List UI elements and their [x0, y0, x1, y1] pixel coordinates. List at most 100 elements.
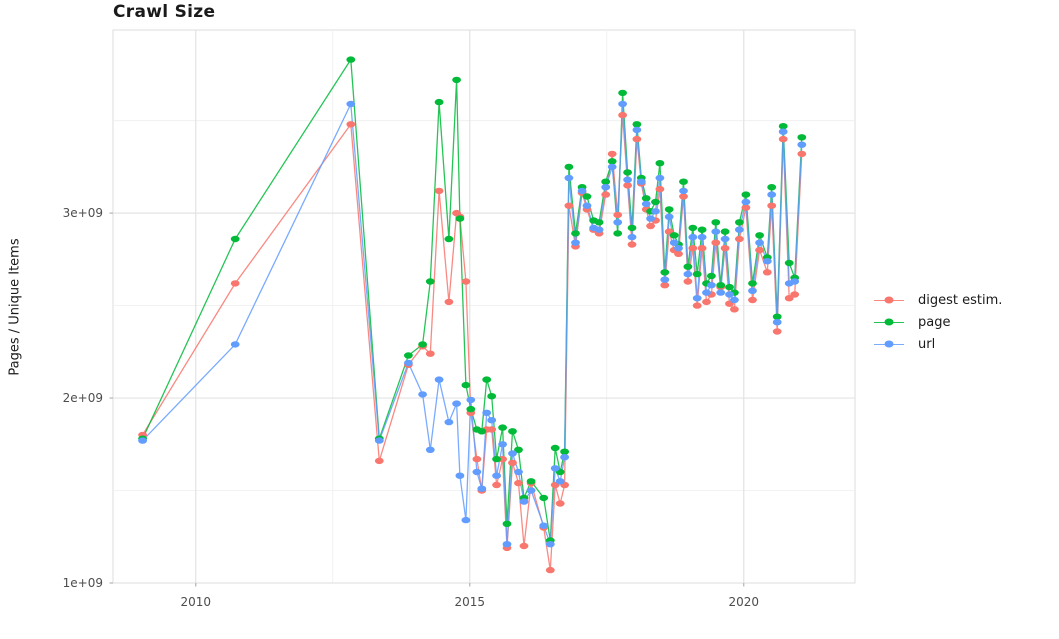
series-point-digest-estim-: [790, 291, 800, 298]
series-point-url: [730, 296, 739, 304]
series-point-digest-estim-: [472, 455, 482, 463]
series-point-url: [455, 472, 465, 479]
series-point-url: [545, 541, 555, 548]
series-point-url: [526, 487, 536, 494]
series-point-url: [452, 400, 461, 407]
series-point-url: [660, 276, 670, 283]
series-point-url: [564, 174, 574, 182]
series-point-page: [607, 158, 617, 165]
series-point-digest-estim-: [230, 280, 240, 287]
series-point-digest-estim-: [555, 500, 565, 507]
series-point-url: [514, 468, 523, 476]
legend-item-label: digest estim.: [918, 292, 1003, 308]
series-point-digest-estim-: [772, 328, 782, 335]
series-point-page: [526, 478, 536, 485]
series-point-url: [472, 468, 482, 476]
series-point-digest-estim-: [623, 182, 632, 189]
series-point-digest-estim-: [461, 278, 471, 285]
legend: digest estim. page url: [874, 291, 1002, 353]
series-point-digest-estim-: [711, 239, 721, 246]
series-point-url: [492, 472, 501, 479]
series-point-url: [755, 239, 764, 246]
series-point-page: [404, 352, 413, 359]
series-point-url: [646, 215, 655, 222]
series-point-page: [664, 206, 674, 213]
series-point-page: [697, 226, 707, 233]
series-point-url: [346, 100, 356, 108]
series-point-url: [632, 126, 642, 134]
series-point-page: [660, 269, 670, 276]
series-point-url: [716, 289, 726, 296]
legend-item-page: page: [874, 313, 1002, 331]
series-point-url: [550, 465, 560, 472]
series-point-digest-estim-: [425, 350, 435, 357]
series-point-digest-estim-: [748, 296, 757, 304]
legend-item-url: url: [874, 335, 1002, 353]
series-point-digest-estim-: [601, 191, 611, 198]
series-point-url: [482, 409, 492, 416]
series-point-url: [607, 163, 617, 171]
series-point-digest-estim-: [688, 245, 698, 252]
series-point-url: [502, 541, 512, 548]
series-point-url: [594, 226, 604, 233]
series-point-page: [683, 263, 693, 270]
series-point-digest-estim-: [632, 135, 642, 143]
x-tick-label: 2020: [728, 595, 760, 609]
series-point-url: [555, 478, 565, 485]
series-point-url: [461, 516, 471, 524]
series-point-page: [425, 278, 435, 285]
series-point-url: [767, 191, 777, 198]
series-point-url: [582, 202, 592, 209]
series-point-url: [374, 437, 384, 444]
series-point-digest-estim-: [346, 121, 356, 128]
series-point-url: [772, 319, 782, 326]
series-point-url: [425, 446, 435, 453]
series-point-digest-estim-: [564, 202, 574, 209]
series-point-page: [669, 232, 679, 239]
series-point-page: [735, 219, 744, 226]
series-point-page: [461, 381, 471, 389]
series-point-page: [418, 341, 427, 348]
series-point-url: [725, 291, 734, 298]
series-point-url: [669, 239, 679, 246]
series-point-digest-estim-: [679, 193, 688, 200]
series-point-digest-estim-: [519, 542, 529, 550]
series-point-digest-estim-: [702, 298, 711, 306]
legend-key-dot: [884, 318, 894, 326]
series-point-digest-estim-: [741, 204, 751, 211]
series-point-page: [571, 230, 580, 237]
series-point-url: [539, 522, 549, 529]
series-point-digest-estim-: [607, 150, 617, 158]
series-point-digest-estim-: [660, 282, 670, 289]
series-point-digest-estim-: [778, 135, 788, 143]
series-point-url: [683, 270, 693, 278]
legend-item-label: page: [918, 314, 951, 330]
legend-key-dot: [884, 340, 894, 348]
series-point-digest-estim-: [545, 566, 555, 574]
series-point-page: [655, 160, 665, 167]
x-tick-label: 2015: [454, 595, 486, 609]
series-point-page: [492, 455, 501, 463]
series-point-url: [519, 498, 529, 505]
series-point-digest-estim-: [730, 306, 739, 313]
series-point-page: [466, 405, 476, 413]
chart-title: Crawl Size: [113, 2, 216, 22]
series-point-url: [138, 437, 148, 444]
series-point-page: [498, 424, 507, 431]
series-point-page: [508, 428, 517, 435]
legend-key-icon: [874, 314, 904, 330]
series-point-url: [560, 454, 569, 461]
legend-key-icon: [874, 292, 904, 308]
series-point-digest-estim-: [692, 302, 702, 309]
series-point-digest-estim-: [735, 235, 744, 243]
series-point-digest-estim-: [697, 245, 707, 252]
series-point-digest-estim-: [767, 202, 777, 209]
series-point-page: [720, 228, 730, 235]
series-point-url: [735, 226, 744, 233]
series-point-url: [230, 341, 240, 348]
series-point-url: [641, 200, 651, 208]
series-point-page: [230, 235, 240, 243]
series-point-digest-estim-: [797, 150, 807, 158]
series-point-url: [707, 282, 716, 289]
series-point-page: [725, 283, 734, 291]
